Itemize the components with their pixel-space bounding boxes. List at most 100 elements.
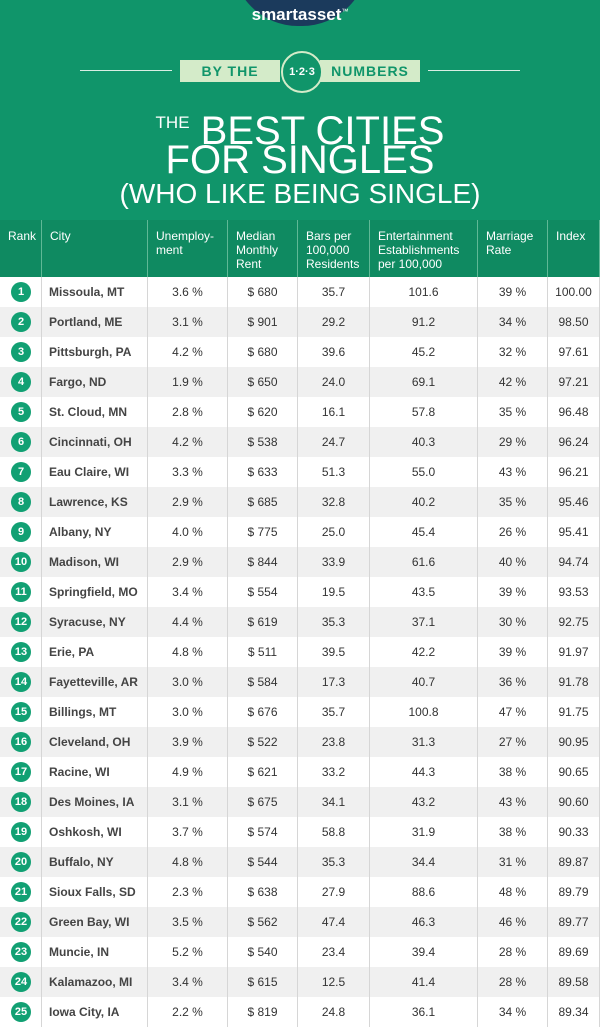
table-cell: Missoula, MT <box>42 277 148 307</box>
table-cell: Fargo, ND <box>42 367 148 397</box>
table-row: 3 Pittsburgh, PA 4.2 % $ 680 39.6 45.2 32 % 97.… <box>0 337 600 367</box>
rank-badge: 20 <box>11 852 31 872</box>
rank-cell: 5 <box>0 397 42 427</box>
table-cell: 47 % <box>478 697 548 727</box>
header-line: Establishments <box>378 243 460 257</box>
table-cell: 12.5 <box>298 967 370 997</box>
header-line: per 100,000 <box>378 257 443 271</box>
table-cell: $ 680 <box>228 337 298 367</box>
table-cell: 3.9 % <box>148 727 228 757</box>
rank-badge: 15 <box>11 702 31 722</box>
rule <box>80 70 172 71</box>
table-cell: 89.34 <box>548 997 600 1027</box>
table-cell: 5.2 % <box>148 937 228 967</box>
table-cell: 90.60 <box>548 787 600 817</box>
logo-name: smartasset <box>251 5 342 24</box>
table-cell: 89.69 <box>548 937 600 967</box>
rank-cell: 15 <box>0 697 42 727</box>
table-cell: 95.41 <box>548 517 600 547</box>
header-line: City <box>50 229 71 243</box>
header-cell: Rank <box>0 220 42 277</box>
table-row: 15 Billings, MT 3.0 % $ 676 35.7 100.8 47 % 91.… <box>0 697 600 727</box>
table-row: 9 Albany, NY 4.0 % $ 775 25.0 45.4 26 % 95.41 <box>0 517 600 547</box>
rank-cell: 18 <box>0 787 42 817</box>
header-cell: Bars per 100,000 Residents <box>298 220 370 277</box>
table-cell: Iowa City, IA <box>42 997 148 1027</box>
table-cell: Syracuse, NY <box>42 607 148 637</box>
table-cell: $ 615 <box>228 967 298 997</box>
table-cell: 2.9 % <box>148 547 228 577</box>
table-cell: $ 675 <box>228 787 298 817</box>
table-cell: 4.4 % <box>148 607 228 637</box>
table-cell: Buffalo, NY <box>42 847 148 877</box>
table-cell: 90.95 <box>548 727 600 757</box>
table-cell: 39 % <box>478 277 548 307</box>
table-row: 5 St. Cloud, MN 2.8 % $ 620 16.1 57.8 35 % 96.4… <box>0 397 600 427</box>
rank-badge: 24 <box>11 972 31 992</box>
table-cell: 31.3 <box>370 727 478 757</box>
table-cell: 46.3 <box>370 907 478 937</box>
table-cell: 90.65 <box>548 757 600 787</box>
table-cell: $ 901 <box>228 307 298 337</box>
table-cell: $ 511 <box>228 637 298 667</box>
table-cell: 17.3 <box>298 667 370 697</box>
table-cell: $ 819 <box>228 997 298 1027</box>
table-cell: 30 % <box>478 607 548 637</box>
header-line: Rank <box>8 229 37 243</box>
table-row: 17 Racine, WI 4.9 % $ 621 33.2 44.3 38 % 90.65 <box>0 757 600 787</box>
table-row: 18 Des Moines, IA 3.1 % $ 675 34.1 43.2 43 % 90… <box>0 787 600 817</box>
header-line: Rate <box>486 243 512 257</box>
table-cell: 39.5 <box>298 637 370 667</box>
table-cell: Green Bay, WI <box>42 907 148 937</box>
table-cell: Oshkosh, WI <box>42 817 148 847</box>
table-cell: $ 538 <box>228 427 298 457</box>
table-cell: 4.8 % <box>148 847 228 877</box>
table-cell: 2.8 % <box>148 397 228 427</box>
table-cell: 3.5 % <box>148 907 228 937</box>
table-row: 12 Syracuse, NY 4.4 % $ 619 35.3 37.1 30 % 92.7… <box>0 607 600 637</box>
rank-cell: 22 <box>0 907 42 937</box>
rank-badge: 4 <box>11 372 31 392</box>
table-row: 4 Fargo, ND 1.9 % $ 650 24.0 69.1 42 % 97.21 <box>0 367 600 397</box>
table-cell: 51.3 <box>298 457 370 487</box>
table-cell: 33.9 <box>298 547 370 577</box>
table-cell: Erie, PA <box>42 637 148 667</box>
rank-badge: 9 <box>11 522 31 542</box>
title-line1: BEST CITIES <box>200 109 445 153</box>
table-cell: 95.46 <box>548 487 600 517</box>
rank-cell: 7 <box>0 457 42 487</box>
table-cell: 24.7 <box>298 427 370 457</box>
table-cell: 3.1 % <box>148 307 228 337</box>
table-cell: $ 620 <box>228 397 298 427</box>
table-cell: 39.4 <box>370 937 478 967</box>
rank-cell: 4 <box>0 367 42 397</box>
table-cell: 91.2 <box>370 307 478 337</box>
table-cell: Pittsburgh, PA <box>42 337 148 367</box>
table-cell: Kalamazoo, MI <box>42 967 148 997</box>
rank-badge: 1 <box>11 282 31 302</box>
table-cell: 89.87 <box>548 847 600 877</box>
header-cell: Median Monthly Rent <box>228 220 298 277</box>
table-cell: 28 % <box>478 967 548 997</box>
table-row: 10 Madison, WI 2.9 % $ 844 33.9 61.6 40 % 94.74 <box>0 547 600 577</box>
table-cell: 35.3 <box>298 607 370 637</box>
table-row: 6 Cincinnati, OH 4.2 % $ 538 24.7 40.3 29 % 96.… <box>0 427 600 457</box>
rank-cell: 12 <box>0 607 42 637</box>
rank-cell: 2 <box>0 307 42 337</box>
ribbon-badge: 1·2·3 <box>281 51 323 93</box>
table-cell: 4.2 % <box>148 427 228 457</box>
table-cell: 36.1 <box>370 997 478 1027</box>
table-row: 16 Cleveland, OH 3.9 % $ 522 23.8 31.3 27 % 90.… <box>0 727 600 757</box>
title-line: THE BEST CITIES <box>0 103 600 151</box>
table-cell: 19.5 <box>298 577 370 607</box>
table-cell: 31 % <box>478 847 548 877</box>
table-cell: 88.6 <box>370 877 478 907</box>
title-line2: FOR SINGLES <box>165 138 435 182</box>
table-row: 24 Kalamazoo, MI 3.4 % $ 615 12.5 41.4 28 % 89.… <box>0 967 600 997</box>
table-row: 22 Green Bay, WI 3.5 % $ 562 47.4 46.3 46 % 89.… <box>0 907 600 937</box>
table-cell: 4.8 % <box>148 637 228 667</box>
table-cell: 41.4 <box>370 967 478 997</box>
rank-badge: 13 <box>11 642 31 662</box>
header-line: Entertainment <box>378 229 453 243</box>
